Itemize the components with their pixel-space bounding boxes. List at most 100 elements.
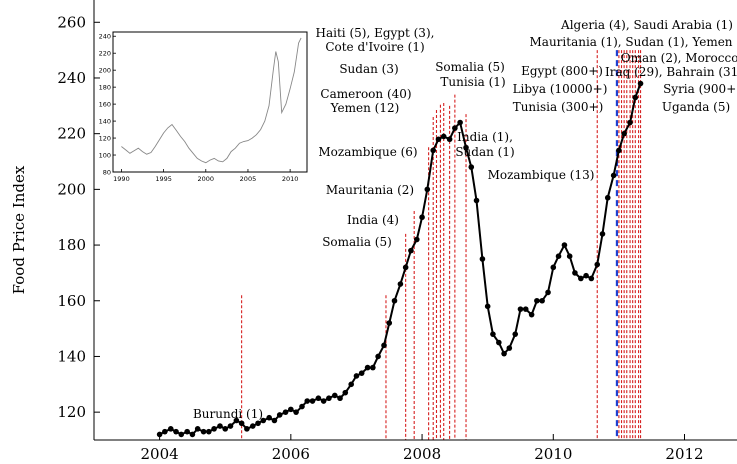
- inset-y-tick-label: 240: [99, 33, 111, 41]
- data-point: [194, 426, 201, 432]
- data-point: [440, 133, 447, 140]
- data-point: [217, 423, 223, 429]
- data-point: [473, 197, 480, 204]
- event-lines: [241, 50, 642, 440]
- data-point: [463, 144, 469, 151]
- event-label-line: India (1),: [457, 130, 513, 144]
- inset-frame: [112, 31, 308, 173]
- data-point: [391, 297, 398, 304]
- event-label: Somalia (5): [322, 235, 392, 249]
- data-point: [588, 275, 595, 282]
- data-point: [528, 311, 535, 318]
- inset-x-tick-label: 1995: [155, 175, 172, 183]
- data-point: [200, 428, 207, 435]
- data-point: [594, 261, 601, 268]
- x-tick-label: 2004: [141, 445, 179, 463]
- data-point: [162, 428, 168, 435]
- data-point: [632, 94, 639, 101]
- data-point: [468, 164, 475, 170]
- inset-y-tick-label: 80: [103, 169, 111, 177]
- y-tick-label: 160: [57, 292, 86, 310]
- data-point: [211, 426, 217, 432]
- event-label: Mozambique (13): [488, 168, 595, 182]
- data-point: [621, 130, 627, 137]
- data-point: [517, 306, 524, 312]
- data-point: [539, 297, 545, 304]
- inset-y-tick-label: 100: [99, 152, 111, 160]
- data-point: [402, 264, 409, 271]
- data-point: [227, 423, 234, 429]
- data-point: [238, 420, 245, 427]
- data-point: [222, 426, 229, 432]
- data-point: [627, 119, 633, 126]
- data-point: [534, 297, 540, 304]
- data-point: [358, 370, 365, 376]
- event-label: Mauritania (2): [326, 183, 414, 197]
- data-point: [282, 409, 289, 415]
- x-tick-label: 2008: [403, 445, 441, 463]
- inset-x-tick-label: 1990: [113, 175, 130, 183]
- data-point: [184, 428, 190, 435]
- event-label: India (1), Sudan (1): [455, 130, 514, 159]
- data-point: [255, 420, 261, 427]
- x-tick-label: 2010: [534, 445, 572, 463]
- data-point: [550, 264, 557, 271]
- data-point: [178, 431, 185, 438]
- inset-x-tick-label: 2000: [198, 175, 215, 183]
- data-point: [244, 426, 250, 432]
- data-point: [604, 194, 611, 201]
- data-point: [578, 275, 584, 282]
- inset-x-tick-label: 2005: [240, 175, 257, 183]
- x-tick-label: 2012: [665, 445, 703, 463]
- data-point: [583, 272, 589, 279]
- data-point: [167, 426, 174, 432]
- data-point: [331, 392, 338, 399]
- data-point: [370, 364, 376, 371]
- data-point: [293, 409, 299, 415]
- data-point: [326, 395, 332, 402]
- data-point: [452, 125, 458, 131]
- data-point: [408, 247, 414, 254]
- data-point: [457, 119, 463, 126]
- data-point: [386, 320, 393, 326]
- event-label: Mozambique (6): [318, 145, 417, 159]
- data-point: [561, 242, 568, 248]
- data-point: [397, 281, 404, 287]
- data-point: [599, 231, 606, 237]
- event-labels: Burundi (1) Somalia (5) India (4) Mauritani…: [193, 18, 737, 421]
- data-point: [233, 417, 240, 424]
- data-point: [348, 381, 355, 388]
- inset-line: [121, 37, 302, 164]
- event-label: Oman (2), Morocco (5): [621, 51, 737, 65]
- event-label-line: Sudan (1): [455, 145, 514, 159]
- event-label-line: Haiti (5), Egypt (3),: [316, 26, 435, 40]
- data-point: [496, 339, 502, 346]
- y-tick-label: 120: [57, 403, 86, 421]
- data-point: [414, 236, 420, 243]
- data-point: [266, 414, 272, 421]
- data-point: [424, 186, 431, 193]
- data-point: [309, 398, 316, 404]
- data-point: [353, 373, 360, 379]
- y-tick-label: 220: [57, 125, 86, 143]
- data-point: [545, 289, 551, 296]
- data-point: [276, 412, 283, 418]
- y-tick-label: 140: [57, 347, 86, 365]
- data-point: [381, 342, 387, 349]
- x-tick-label: 2006: [272, 445, 310, 463]
- inset-x-tick-label: 2010: [282, 175, 299, 183]
- data-point: [173, 428, 179, 435]
- event-label: Egypt (800+): [521, 64, 603, 78]
- data-point: [484, 303, 491, 310]
- data-point: [364, 364, 371, 371]
- event-label: Libya (10000+): [513, 82, 608, 96]
- event-label: Somalia (5): [435, 60, 505, 74]
- data-point: [616, 147, 622, 154]
- event-label: Mauritania (1), Sudan (1), Yemen (300+),: [530, 35, 737, 49]
- data-point: [610, 172, 617, 179]
- event-label: Iraq (29), Bahrain (31): [605, 65, 737, 79]
- data-point: [566, 253, 573, 260]
- y-tick-label: 240: [57, 69, 86, 87]
- data-point: [479, 256, 486, 262]
